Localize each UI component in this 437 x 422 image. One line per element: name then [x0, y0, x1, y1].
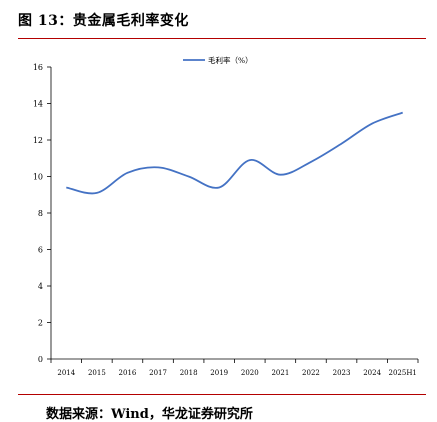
legend-label: 毛利率（%） — [208, 55, 253, 65]
y-tick-label: 2 — [38, 319, 43, 328]
x-tick-label: 2021 — [271, 369, 289, 377]
legend: 毛利率（%） — [183, 55, 253, 65]
x-tick-label: 2018 — [180, 369, 198, 377]
figure-title: 图 13：贵金属毛利率变化 — [18, 13, 189, 29]
x-tick-label: 2022 — [302, 369, 320, 377]
data-point — [249, 159, 251, 161]
y-tick-label: 4 — [38, 282, 43, 291]
y-tick-label: 10 — [33, 173, 43, 182]
x-tick-label: 2020 — [241, 369, 259, 377]
data-point — [371, 122, 373, 124]
data-point — [187, 175, 189, 177]
y-tick-label: 16 — [33, 63, 43, 72]
x-tick-label: 2019 — [210, 369, 228, 377]
data-point — [402, 111, 404, 113]
data-point — [65, 186, 67, 188]
x-tick-label: 2016 — [119, 369, 137, 377]
x-tick-label: 2017 — [149, 369, 167, 377]
x-tick-label: 2015 — [88, 369, 106, 377]
x-axis: 2014 2015 2016 2017 2018 2019 2020 2021 2022 2023… — [50, 358, 419, 377]
x-tick-label: 2025H1 — [389, 369, 417, 377]
data-point — [96, 192, 98, 194]
data-point — [340, 142, 342, 144]
source-note: 数据来源：Wind，华龙证券研究所 — [46, 407, 253, 422]
data-point — [279, 173, 281, 175]
data-point — [157, 166, 159, 168]
series-line-gross-margin — [66, 111, 404, 195]
data-point — [126, 172, 128, 174]
y-tick-label: 12 — [33, 136, 43, 145]
bottom-rule — [18, 394, 426, 395]
top-rule — [18, 38, 426, 39]
x-tick-label: 2024 — [363, 369, 381, 377]
data-point — [310, 161, 312, 163]
y-tick-label: 8 — [38, 209, 43, 218]
y-tick-label: 0 — [38, 355, 43, 364]
y-axis: 0 2 4 6 8 10 12 14 16 — [33, 63, 52, 364]
series-layer — [65, 111, 404, 195]
y-tick-label: 14 — [33, 100, 43, 109]
y-tick-label: 6 — [38, 246, 43, 255]
x-tick-label: 2023 — [333, 369, 351, 377]
x-tick-label: 2014 — [57, 369, 75, 377]
data-point — [218, 186, 220, 188]
